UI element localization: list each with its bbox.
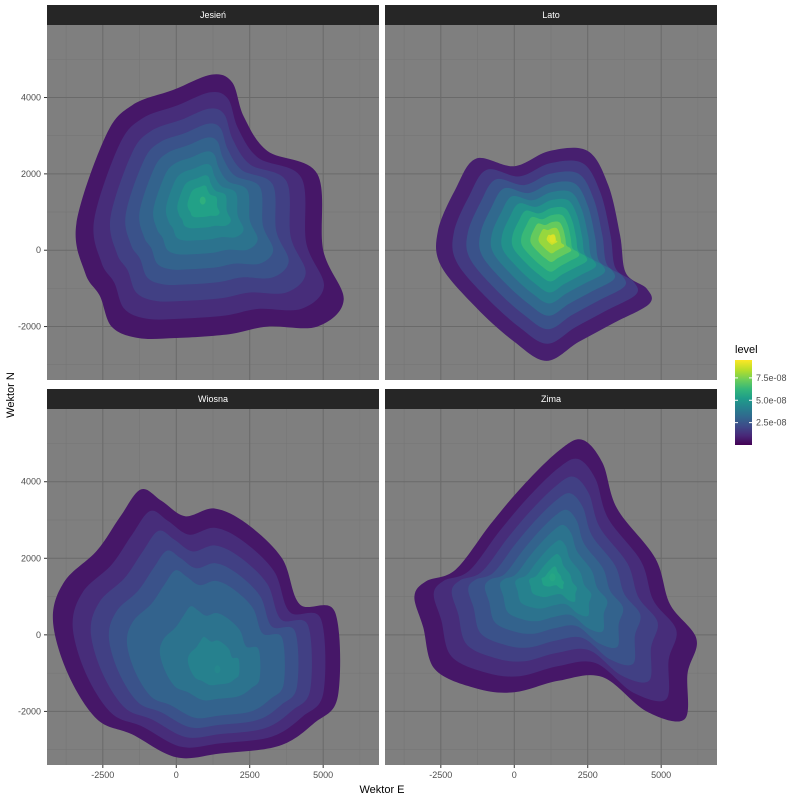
strip-label: Lato [542,10,560,20]
density-contours [52,488,341,759]
strip-label: Jesień [200,10,226,20]
facet-panel-lato: Lato [385,5,717,380]
density-contours [436,147,652,361]
density-peak [199,196,206,205]
y-axis-ticks-bottom: -2000 0 2000 4000 [18,477,47,716]
y-tick-label: 2000 [21,169,41,179]
strip-background [385,5,717,25]
x-tick-label: -2500 [91,770,114,780]
density-peak [549,573,556,582]
x-tick-label: 5000 [313,770,333,780]
strip-label: Wiosna [198,394,228,404]
legend-tick-label: 7.5e-08 [756,373,787,383]
facet-panel-wiosna: Wiosna [47,389,379,765]
facet-panel-zima: Zima [385,389,717,765]
y-axis-title: Wektor N [5,372,17,418]
y-axis-ticks-top: -2000 0 2000 4000 [18,93,47,332]
y-tick-label: 4000 [21,93,41,103]
x-tick-label: -2500 [429,770,452,780]
y-tick-label: 0 [36,245,41,255]
strip-background [385,389,717,409]
x-tick-label: 0 [512,770,517,780]
legend-colorbar [735,360,752,445]
x-axis-ticks-right: -2500 0 2500 5000 [429,765,671,780]
y-tick-label: -2000 [18,322,41,332]
density-peak [549,234,556,243]
density-contours [75,74,344,339]
legend-ticks: 2.5e-08 5.0e-08 7.5e-08 [735,373,787,428]
y-tick-label: 4000 [21,477,41,487]
legend-tick-label: 2.5e-08 [756,418,787,428]
density-contours [414,439,697,722]
x-axis-title: Wektor E [359,784,404,796]
legend: level 2.5e-08 5.0e-08 7.5e-08 [735,344,787,445]
legend-tick-label: 5.0e-08 [756,395,787,405]
y-tick-label: -2000 [18,706,41,716]
x-tick-label: 0 [174,770,179,780]
y-tick-label: 0 [36,630,41,640]
density-level [187,636,240,686]
x-axis-ticks-left: -2500 0 2500 5000 [91,765,333,780]
strip-background [47,5,379,25]
strip-background [47,389,379,409]
x-tick-label: 5000 [651,770,671,780]
x-tick-label: 2500 [578,770,598,780]
legend-title: level [735,344,758,356]
x-tick-label: 2500 [240,770,260,780]
strip-label: Zima [541,394,561,404]
facet-panel-jesien: Jesień [47,5,379,380]
y-tick-label: 2000 [21,553,41,563]
density-peak [214,665,221,674]
